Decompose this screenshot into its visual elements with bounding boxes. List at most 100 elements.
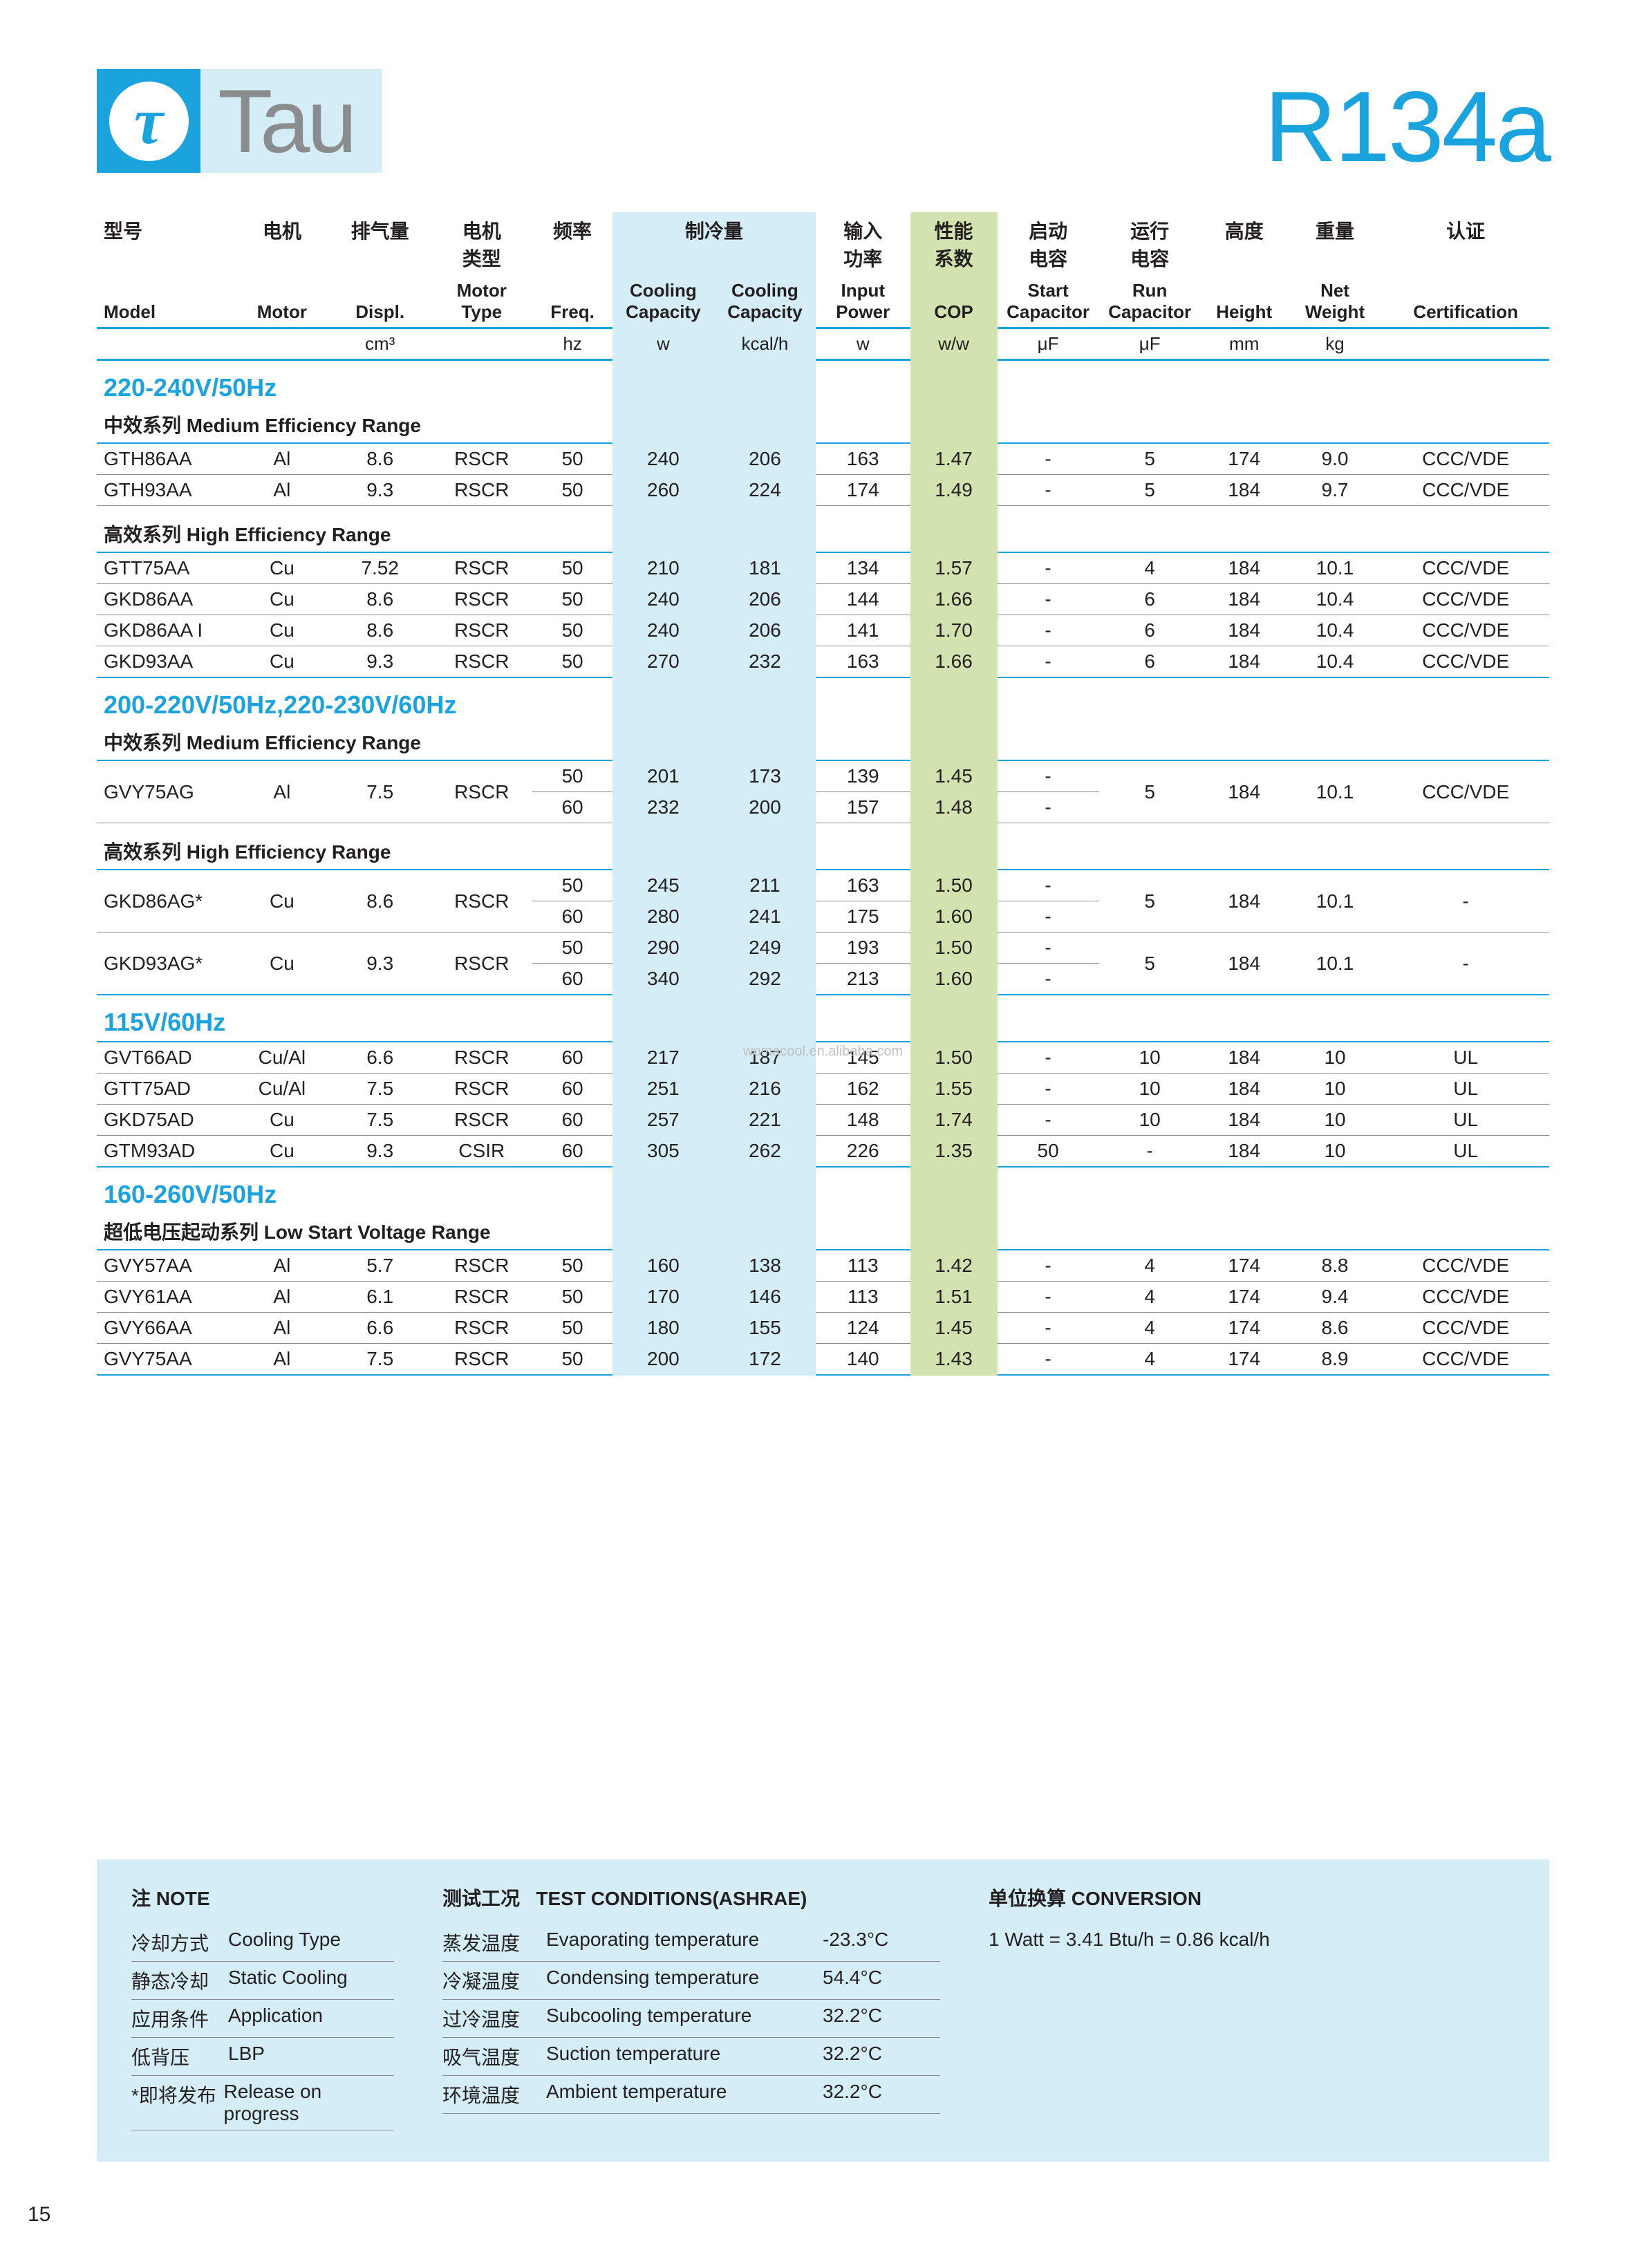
spec-cell: 170 [612,1282,714,1313]
note-row: 低背压LBP [131,2038,394,2076]
col-hdr-cn: 输入功率 [816,212,910,276]
spec-cell: 113 [816,1282,910,1313]
spec-cell: 5 [1099,932,1201,995]
spec-cell: UL [1382,1136,1549,1168]
spec-cell: UL [1382,1074,1549,1105]
spec-cell: 1.49 [910,475,998,506]
spec-cell: GTH86AA [97,443,235,475]
spec-cell: 4 [1099,1282,1201,1313]
spec-cell: 1.51 [910,1282,998,1313]
spec-cell: CCC/VDE [1382,1344,1549,1376]
col-hdr-cn: 排气量 [329,212,431,276]
spec-cell: 245 [612,870,714,901]
conversion-text: 1 Watt = 3.41 Btu/h = 0.86 kcal/h [989,1924,1515,1956]
spec-cell: UL [1382,1105,1549,1136]
spec-cell: 6 [1099,615,1201,646]
col-hdr-cn: 启动电容 [998,212,1099,276]
spec-cell: 50 [532,870,612,901]
col-hdr-en: InputPower [816,276,910,328]
spec-cell: 216 [714,1074,816,1105]
spec-cell: CCC/VDE [1382,584,1549,615]
col-unit [235,328,330,360]
col-hdr-cn: 频率 [532,212,612,276]
spec-cell: 174 [1201,1282,1288,1313]
spec-cell: 60 [532,964,612,995]
spec-cell: CSIR [431,1136,532,1168]
spec-cell: - [998,964,1099,995]
spec-cell: 184 [1201,1136,1288,1168]
spec-cell: 60 [532,792,612,823]
spec-cell: - [998,443,1099,475]
spec-cell: 60 [532,1074,612,1105]
spec-cell: GTH93AA [97,475,235,506]
spec-cell: 1.57 [910,552,998,584]
spec-cell: 4 [1099,552,1201,584]
col-unit [1382,328,1549,360]
test-val: 32.2°C [823,2043,882,2070]
spec-cell: 181 [714,552,816,584]
spec-cell: 1.60 [910,964,998,995]
spec-cell: 9.3 [329,1136,431,1168]
spec-cell: 162 [816,1074,910,1105]
test-val: 32.2°C [823,2081,882,2108]
spec-cell: - [998,552,1099,584]
footer-panel: 注 NOTE 冷却方式Cooling Type静态冷却Static Coolin… [97,1859,1549,2162]
spec-cell: 50 [532,646,612,678]
spec-cell: - [998,901,1099,932]
spec-cell: 292 [714,964,816,995]
tau-glyph: τ [109,82,189,161]
footer-conversion: 单位换算 CONVERSION 1 Watt = 3.41 Btu/h = 0.… [989,1884,1515,2130]
spec-cell: Al [235,1250,330,1282]
spec-cell: RSCR [431,646,532,678]
spec-cell: 4 [1099,1250,1201,1282]
note-en: Static Cooling [228,1967,348,1994]
spec-cell: 1.48 [910,792,998,823]
spec-cell: 1.50 [910,932,998,964]
spec-cell: - [998,1250,1099,1282]
spec-cell: GKD93AG* [97,932,235,995]
spec-cell: 1.35 [910,1136,998,1168]
spec-cell: 240 [612,615,714,646]
spec-cell: 262 [714,1136,816,1168]
spec-cell: RSCR [431,1313,532,1344]
spec-cell: 146 [714,1282,816,1313]
spec-cell: 1.74 [910,1105,998,1136]
note-en: Release on progress [224,2081,394,2125]
spec-cell: 1.60 [910,901,998,932]
spec-cell: 50 [532,1250,612,1282]
spec-cell: 1.45 [910,1313,998,1344]
note-hdr-cn: 注 [131,1888,151,1909]
col-hdr-en: NetWeight [1288,276,1383,328]
spec-cell: 5 [1099,870,1201,932]
spec-cell: 184 [1201,646,1288,678]
spec-cell: 221 [714,1105,816,1136]
spec-cell: RSCR [431,552,532,584]
spec-cell: - [998,932,1099,964]
spec-cell: 174 [1201,1250,1288,1282]
col-unit: w [612,328,714,360]
spec-cell: GVY66AA [97,1313,235,1344]
spec-cell: 4 [1099,1313,1201,1344]
spec-cell: 210 [612,552,714,584]
spec-cell: 224 [714,475,816,506]
spec-cell: 138 [714,1250,816,1282]
spec-cell: 9.4 [1288,1282,1383,1313]
spec-cell: - [1099,1136,1201,1168]
spec-cell: RSCR [431,475,532,506]
test-cn: 吸气温度 [442,2043,546,2070]
spec-cell: 1.55 [910,1074,998,1105]
test-en: Suction temperature [546,2043,823,2070]
spec-cell: - [998,584,1099,615]
spec-cell: 240 [612,584,714,615]
spec-cell: 1.66 [910,646,998,678]
spec-cell: 340 [612,964,714,995]
spec-cell: 9.0 [1288,443,1383,475]
note-cn: *即将发布 [131,2081,224,2125]
col-unit: cm³ [329,328,431,360]
col-hdr-en: Certification [1382,276,1549,328]
spec-cell: 6.6 [329,1313,431,1344]
watermark: womacool.en.alibaba.com [97,1044,1549,1060]
spec-cell: 211 [714,870,816,901]
col-unit: kcal/h [714,328,816,360]
spec-cell: - [998,1313,1099,1344]
